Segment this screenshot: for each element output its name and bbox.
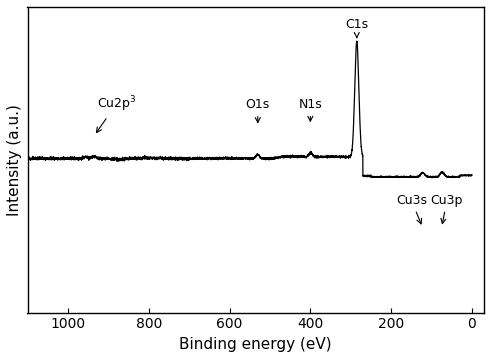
Text: Cu3p: Cu3p xyxy=(431,194,463,224)
Text: O1s: O1s xyxy=(246,98,270,122)
Text: Cu2p$^3$: Cu2p$^3$ xyxy=(96,94,136,132)
Text: N1s: N1s xyxy=(299,98,322,121)
X-axis label: Binding energy (eV): Binding energy (eV) xyxy=(180,337,332,352)
Text: Cu3s: Cu3s xyxy=(396,194,427,224)
Text: C1s: C1s xyxy=(345,18,368,38)
Y-axis label: Intensity (a.u.): Intensity (a.u.) xyxy=(7,104,22,216)
